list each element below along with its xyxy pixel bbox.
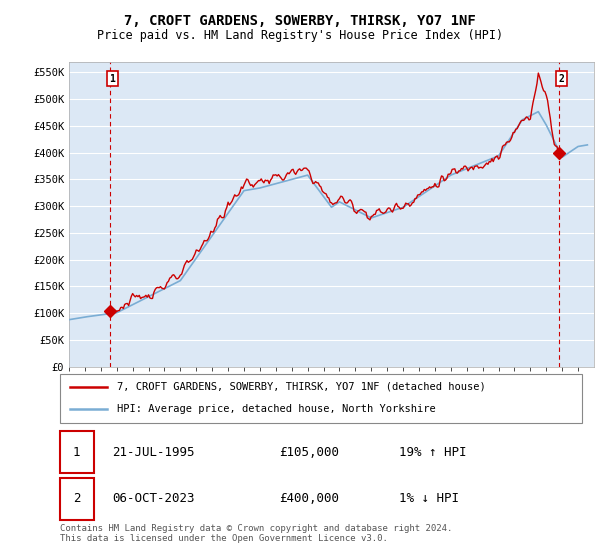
- Text: £105,000: £105,000: [279, 446, 339, 459]
- Text: Contains HM Land Registry data © Crown copyright and database right 2024.
This d: Contains HM Land Registry data © Crown c…: [60, 524, 452, 543]
- Text: Price paid vs. HM Land Registry's House Price Index (HPI): Price paid vs. HM Land Registry's House …: [97, 29, 503, 42]
- Text: 1: 1: [73, 446, 80, 459]
- Text: 1: 1: [110, 74, 115, 84]
- Text: 06-OCT-2023: 06-OCT-2023: [112, 492, 194, 505]
- Text: 21-JUL-1995: 21-JUL-1995: [112, 446, 194, 459]
- Text: £400,000: £400,000: [279, 492, 339, 505]
- Text: 19% ↑ HPI: 19% ↑ HPI: [400, 446, 467, 459]
- FancyBboxPatch shape: [60, 478, 94, 520]
- FancyBboxPatch shape: [60, 431, 94, 473]
- Text: HPI: Average price, detached house, North Yorkshire: HPI: Average price, detached house, Nort…: [118, 404, 436, 414]
- Text: 7, CROFT GARDENS, SOWERBY, THIRSK, YO7 1NF (detached house): 7, CROFT GARDENS, SOWERBY, THIRSK, YO7 1…: [118, 382, 486, 392]
- Text: 2: 2: [73, 492, 80, 505]
- Text: 2: 2: [559, 74, 565, 84]
- Text: 1% ↓ HPI: 1% ↓ HPI: [400, 492, 460, 505]
- FancyBboxPatch shape: [60, 374, 582, 423]
- Text: 7, CROFT GARDENS, SOWERBY, THIRSK, YO7 1NF: 7, CROFT GARDENS, SOWERBY, THIRSK, YO7 1…: [124, 14, 476, 28]
